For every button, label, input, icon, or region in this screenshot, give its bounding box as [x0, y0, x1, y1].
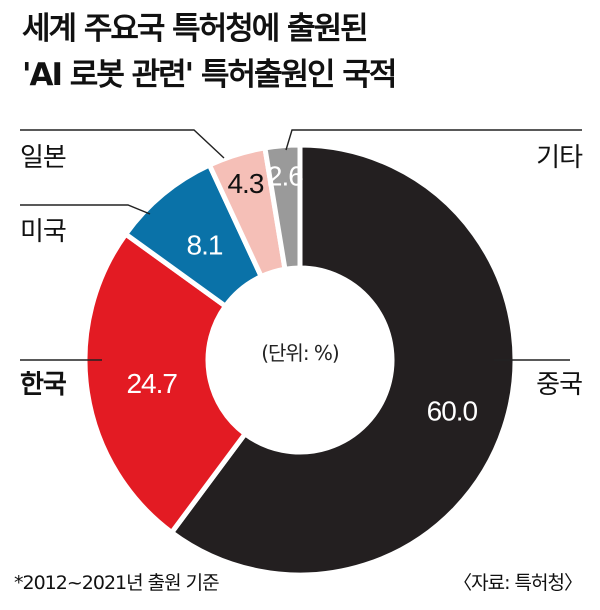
- country-label-korea: 한국: [20, 370, 67, 400]
- leader-lines: [20, 129, 582, 361]
- chart-title-line-1: 세계 주요국 특허청에 출원된: [22, 11, 369, 47]
- value-label-china: 60.0: [427, 395, 478, 426]
- slice-other: [262, 142, 303, 273]
- value-label-other: 2.6: [267, 161, 303, 192]
- slice-korea: [82, 230, 249, 536]
- leader-line-usa: [20, 204, 151, 215]
- value-label-usa: 8.1: [187, 229, 223, 260]
- slice-china: [168, 142, 518, 578]
- leader-line-japan: [20, 129, 225, 159]
- leader-line-other: [285, 129, 582, 151]
- value-label-japan: 4.3: [227, 168, 263, 199]
- source-note: 〈자료: 특허청〉: [453, 572, 583, 594]
- donut-slices: [82, 142, 518, 578]
- country-label-japan: 일본: [20, 143, 66, 173]
- country-label-other: 기타: [536, 143, 583, 173]
- footnote: *2012~2021년 출원 기준: [14, 572, 220, 594]
- country-label-china: 중국: [536, 370, 582, 400]
- country-label-usa: 미국: [20, 217, 66, 247]
- country-labels: 중국 한국 미국 일본 기타: [20, 143, 584, 400]
- chart-title-line-2: 'AI 로봇 관련' 특허출원인 국적: [22, 57, 397, 93]
- unit-label: (단위: %): [261, 341, 339, 365]
- slice-value-labels: 60.0 24.7 8.14.3 2.6: [126, 161, 478, 427]
- value-label-korea: 24.7: [126, 368, 177, 399]
